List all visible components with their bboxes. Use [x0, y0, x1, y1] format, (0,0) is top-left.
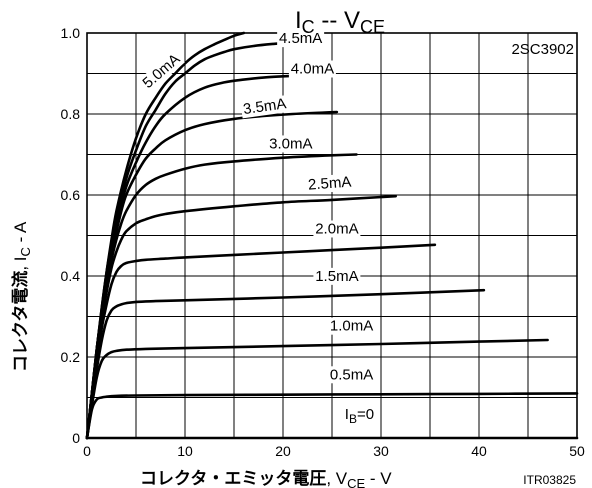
y-tick-label: 0.6 [61, 187, 81, 203]
chart-title: IC -- VCE [295, 7, 385, 37]
curve-label: 1.0mA [330, 318, 373, 335]
y-label-unit: - A [11, 221, 30, 247]
y-tick-label: 0.8 [61, 106, 81, 122]
curve-label: IB=0 [345, 406, 374, 426]
x-tick-label: 40 [471, 443, 487, 459]
curve-ib-0-5ma [85, 392, 579, 440]
x-tick-label: 20 [275, 443, 291, 459]
curve-label-background [277, 30, 325, 48]
x-label-jp: コレクタ・エミッタ電圧 [140, 469, 326, 488]
curve-label: 0.5mA [330, 366, 373, 383]
curves [85, 31, 579, 440]
title-sep-subscript: CE [360, 17, 385, 37]
curve-label: 2.5mA [308, 174, 352, 194]
x-axis-label: コレクタ・エミッタ電圧, VCE - V [140, 469, 392, 488]
curve-label-background [313, 267, 361, 285]
code-label: ITR03825 [523, 473, 576, 487]
y-label-subscript: C [18, 247, 33, 256]
title-main-subscript: C [302, 17, 315, 37]
y-label-var: , I [11, 257, 30, 271]
curve-ib-2-0ma [85, 243, 437, 440]
x-tick-label: 50 [569, 443, 585, 459]
curve-label-background [340, 405, 379, 423]
x-tick-label: 0 [83, 443, 91, 459]
curve-ib-1-0ma [85, 338, 549, 440]
title-sep: -- V [315, 7, 360, 34]
curve-labels: IB=00.5mA1.0mA1.5mA2.0mA2.5mA3.0mA3.5mA4… [138, 30, 379, 426]
curve-ib-5-0ma [85, 31, 246, 440]
curve-label-background [138, 49, 185, 94]
y-tick-label: 0.4 [61, 268, 81, 284]
tick-labels: 0 10 20 30 40 50 0 0.2 0.4 0.6 0.8 1.0 [61, 25, 585, 459]
curve-label: 2.0mA [315, 220, 358, 237]
curve-label-background [288, 60, 336, 78]
x-tick-label: 10 [177, 443, 193, 459]
curve-ib-3-5ma [85, 110, 339, 440]
x-tick-label: 30 [373, 443, 389, 459]
curve-label-background [328, 317, 376, 335]
y-tick-label: 0.2 [61, 349, 81, 365]
x-label-var: , V [326, 469, 347, 488]
curve-label-background [313, 220, 361, 238]
y-tick-label: 1.0 [61, 25, 81, 41]
y-label-jp: コレクタ電流 [10, 271, 30, 372]
title-main: I [295, 7, 302, 34]
x-label-unit: - V [365, 469, 392, 488]
curve-label: 3.5mA [242, 95, 287, 118]
y-axis-label: コレクタ電流, IC - A [10, 221, 33, 372]
curve-ib-1-5ma [85, 288, 486, 440]
curve-label: 3.0mA [269, 135, 312, 152]
y-tick-label: 0 [72, 430, 80, 446]
curve-label: 4.5mA [279, 30, 322, 47]
part-number-label: 2SC3902 [511, 41, 574, 58]
curve-label: 4.0mA [291, 61, 334, 78]
x-label-subscript: CE [347, 476, 365, 488]
curve-label-background [240, 95, 290, 119]
curve-label: 1.5mA [315, 268, 358, 285]
curve-label-background [267, 135, 315, 153]
curve-label-background [328, 366, 376, 384]
curve-label-background [305, 173, 354, 194]
